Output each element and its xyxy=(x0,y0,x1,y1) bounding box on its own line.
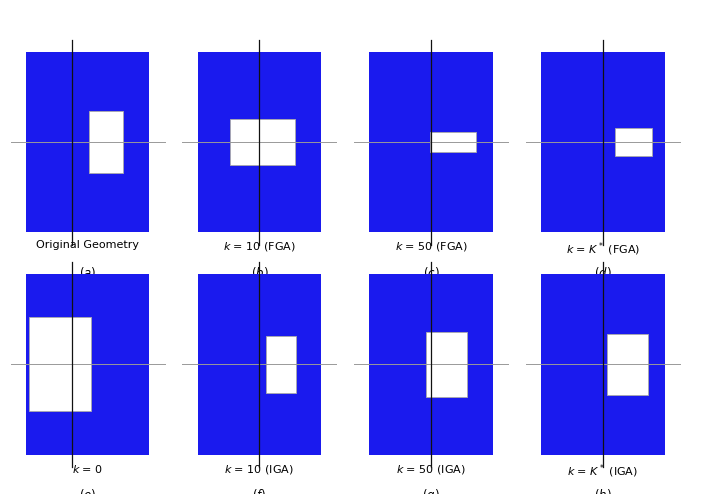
Text: $(g)$: $(g)$ xyxy=(422,487,440,494)
Text: $k$ = 50 (FGA): $k$ = 50 (FGA) xyxy=(395,241,468,253)
Bar xyxy=(89,111,123,173)
Bar xyxy=(541,52,665,232)
Bar xyxy=(426,331,468,397)
Text: Original Geometry: Original Geometry xyxy=(36,241,139,250)
Bar xyxy=(198,274,321,454)
Bar xyxy=(266,335,297,393)
Text: $k$ = 0: $k$ = 0 xyxy=(72,463,103,475)
Bar xyxy=(230,120,295,165)
Text: $(f)$: $(f)$ xyxy=(252,487,266,494)
Text: $k$ = 50 (IGA): $k$ = 50 (IGA) xyxy=(396,463,466,476)
Bar xyxy=(198,52,321,232)
Bar xyxy=(26,274,149,454)
Bar xyxy=(369,274,493,454)
Bar xyxy=(608,333,648,395)
Bar xyxy=(615,127,652,157)
Bar xyxy=(29,317,90,412)
Text: $k$ = 10 (FGA): $k$ = 10 (FGA) xyxy=(223,241,296,253)
Bar xyxy=(541,274,665,454)
Text: $(e)$: $(e)$ xyxy=(79,487,96,494)
Text: $k$ = $K^*$ (IGA): $k$ = $K^*$ (IGA) xyxy=(567,463,639,480)
Text: $(c)$: $(c)$ xyxy=(423,265,440,280)
Text: $k$ = 10 (IGA): $k$ = 10 (IGA) xyxy=(224,463,294,476)
Bar xyxy=(369,52,493,232)
Text: $(a)$: $(a)$ xyxy=(79,265,96,280)
Text: $(h)$: $(h)$ xyxy=(594,487,612,494)
Text: $k$ = $K^*$ (FGA): $k$ = $K^*$ (FGA) xyxy=(566,241,640,258)
Bar xyxy=(430,132,476,152)
Bar xyxy=(26,52,149,232)
Text: $(b)$: $(b)$ xyxy=(250,265,268,280)
Text: $(d)$: $(d)$ xyxy=(594,265,612,280)
